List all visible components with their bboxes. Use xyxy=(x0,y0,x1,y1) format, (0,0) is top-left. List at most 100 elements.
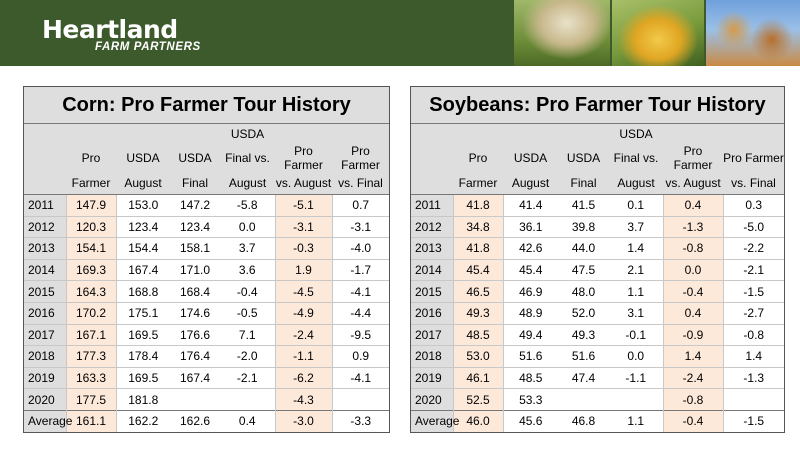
table-row: 2019 163.3 169.5 167.4 -2.1 -6.2 -4.1 xyxy=(24,366,389,389)
column-header xyxy=(411,172,453,195)
table-cell: 52.5 xyxy=(452,388,504,411)
table-cell: 46.8 xyxy=(558,409,609,432)
table-cell: 167.4 xyxy=(116,258,170,281)
table-cell xyxy=(332,388,389,411)
table-cell: -0.4 xyxy=(220,280,275,303)
table-cell: 0.1 xyxy=(609,194,663,217)
row-label: 2016 xyxy=(24,301,66,325)
header-row: Farmer August Final August vs. August vs. Fin… xyxy=(24,172,389,195)
column-header: Final xyxy=(558,172,609,195)
table-cell: 164.3 xyxy=(65,280,117,303)
table-cell: 147.9 xyxy=(65,194,117,217)
column-header xyxy=(663,124,723,144)
column-header: USDA xyxy=(220,124,275,144)
table-cell: 3.6 xyxy=(220,258,275,281)
table-cell: 177.5 xyxy=(65,388,117,411)
table-cell: 0.4 xyxy=(662,301,724,325)
header-row: USDA xyxy=(411,124,784,144)
table-cell: -0.4 xyxy=(662,280,724,303)
table-cell: 53.0 xyxy=(452,345,504,368)
row-label: 2015 xyxy=(24,280,66,303)
column-header: USDA xyxy=(503,144,558,172)
column-header: Final xyxy=(170,172,220,195)
table-cell: 52.0 xyxy=(558,301,609,325)
table-cell: 181.8 xyxy=(116,388,170,411)
table-cell: 3.7 xyxy=(220,237,275,260)
table-cell: 42.6 xyxy=(503,237,558,260)
corn-table-panel: Corn: Pro Farmer Tour History USDA Pro USD… xyxy=(23,86,390,433)
table-cell: 161.1 xyxy=(65,409,117,432)
table-cell: 39.8 xyxy=(558,215,609,238)
table-cell xyxy=(609,388,663,411)
cow-photo xyxy=(514,0,610,66)
table-cell: -2.0 xyxy=(220,345,275,368)
table-cell: -1.3 xyxy=(662,215,724,238)
table-cell: -3.1 xyxy=(332,215,389,238)
table-cell: 169.5 xyxy=(116,323,170,346)
table-cell: 41.5 xyxy=(558,194,609,217)
table-cell: -4.4 xyxy=(332,301,389,325)
corn-table-body: 2011 147.9 153.0 147.2 -5.8 -5.1 0.7 2012 120.3 1… xyxy=(24,194,389,432)
table-cell: -1.7 xyxy=(332,258,389,281)
table-row: 2017 167.1 169.5 176.6 7.1 -2.4 -9.5 xyxy=(24,323,389,346)
table-cell: -5.1 xyxy=(274,194,333,217)
table-cell: -4.9 xyxy=(274,301,333,325)
column-header xyxy=(24,172,66,195)
row-label: 2011 xyxy=(411,194,453,217)
table-row: 2017 48.5 49.4 49.3 -0.1 -0.9 -0.8 xyxy=(411,323,784,346)
table-cell: 1.1 xyxy=(609,409,663,432)
table-row: Average 46.0 45.6 46.8 1.1 -0.4 -1.5 xyxy=(411,409,784,432)
table-cell: 41.8 xyxy=(452,194,504,217)
column-header xyxy=(453,124,503,144)
table-cell: 48.5 xyxy=(452,323,504,346)
table-cell: 120.3 xyxy=(65,215,117,238)
table-cell: -5.8 xyxy=(220,194,275,217)
table-cell: 0.9 xyxy=(332,345,389,368)
table-cell: 0.0 xyxy=(662,258,724,281)
table-cell: -0.5 xyxy=(220,301,275,325)
table-cell: 1.9 xyxy=(274,258,333,281)
row-label: 2012 xyxy=(24,215,66,238)
table-row: 2014 169.3 167.4 171.0 3.6 1.9 -1.7 xyxy=(24,258,389,281)
table-cell: 123.4 xyxy=(116,215,170,238)
table-cell: 0.7 xyxy=(332,194,389,217)
table-cell: -0.8 xyxy=(662,388,724,411)
table-cell: 1.1 xyxy=(609,280,663,303)
column-header xyxy=(723,124,784,144)
table-cell: 0.3 xyxy=(723,194,784,217)
column-header: August xyxy=(220,172,275,195)
table-cell: 48.0 xyxy=(558,280,609,303)
table-row: 2012 120.3 123.4 123.4 0.0 -3.1 -3.1 xyxy=(24,215,389,238)
row-label: 2016 xyxy=(411,301,453,325)
table-cell: -0.8 xyxy=(723,323,784,346)
table-cell: -2.4 xyxy=(274,323,333,346)
table-cell: 46.9 xyxy=(503,280,558,303)
table-cell: -1.1 xyxy=(609,366,663,389)
table-cell: 41.8 xyxy=(452,237,504,260)
table-cell: 169.3 xyxy=(65,258,117,281)
table-cell: 176.4 xyxy=(170,345,220,368)
column-header: Pro Farmer xyxy=(663,144,723,172)
table-cell: 48.5 xyxy=(503,366,558,389)
column-header: vs. August xyxy=(275,172,332,195)
table-cell xyxy=(170,388,220,411)
row-label: 2020 xyxy=(411,388,453,411)
table-cell: -0.9 xyxy=(662,323,724,346)
table-row: 2013 41.8 42.6 44.0 1.4 -0.8 -2.2 xyxy=(411,237,784,260)
table-cell: 45.6 xyxy=(503,409,558,432)
table-cell: -2.4 xyxy=(662,366,724,389)
row-label: 2018 xyxy=(24,345,66,368)
column-header xyxy=(558,124,609,144)
table-row: 2011 147.9 153.0 147.2 -5.8 -5.1 0.7 xyxy=(24,194,389,217)
table-cell: 170.2 xyxy=(65,301,117,325)
table-row: 2015 164.3 168.8 168.4 -0.4 -4.5 -4.1 xyxy=(24,280,389,303)
row-label: 2013 xyxy=(24,237,66,260)
table-cell: 51.6 xyxy=(558,345,609,368)
table-cell: 0.0 xyxy=(609,345,663,368)
column-header xyxy=(24,124,66,144)
table-row: 2015 46.5 46.9 48.0 1.1 -0.4 -1.5 xyxy=(411,280,784,303)
table-row: 2020 52.5 53.3 -0.8 xyxy=(411,388,784,411)
table-row: 2013 154.1 154.4 158.1 3.7 -0.3 -4.0 xyxy=(24,237,389,260)
table-cell: 47.4 xyxy=(558,366,609,389)
row-label: 2019 xyxy=(24,366,66,389)
